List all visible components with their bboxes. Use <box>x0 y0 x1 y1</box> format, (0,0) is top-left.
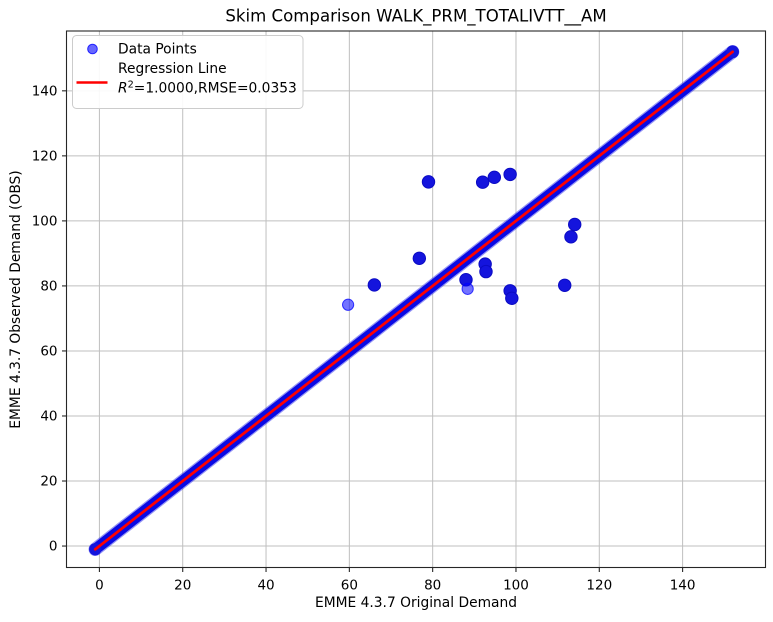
outlier-point <box>505 291 519 305</box>
y-axis-label: EMME 4.3.7 Observed Demand (OBS) <box>8 170 24 428</box>
outlier-point <box>421 175 436 189</box>
outlier-point <box>367 278 382 292</box>
x-axis-label: EMME 4.3.7 Original Demand <box>315 595 517 611</box>
legend-label-regression-line: Regression Line <box>118 61 227 77</box>
axis-ticks: 0 20 40 60 80 100 120 140 0 20 40 60 80 100 120 140 <box>32 84 696 594</box>
outlier-point <box>564 230 578 244</box>
outlier-point <box>479 264 493 279</box>
legend: Data Points Regression Line R2=1.0000,RM… <box>72 35 304 109</box>
x-tick-label: 40 <box>257 578 274 594</box>
outlier-point <box>475 175 490 189</box>
outlier-point <box>412 251 427 265</box>
plot-border <box>65 30 767 569</box>
x-tick-label: 120 <box>586 578 612 594</box>
y-tick-label: 120 <box>32 149 58 165</box>
y-tick-label: 80 <box>40 279 57 295</box>
x-tick-label: 80 <box>424 578 441 594</box>
plot-title: Skim Comparison WALK_PRM_TOTALIVTT__AM <box>225 7 606 27</box>
data-series <box>88 45 740 557</box>
outlier-point <box>487 170 502 185</box>
legend-box <box>72 35 304 109</box>
y-tick-label: 140 <box>32 84 58 100</box>
x-tick-label: 20 <box>174 578 191 594</box>
regression-line <box>93 50 734 551</box>
x-tick-label: 60 <box>341 578 358 594</box>
outlier-point <box>503 167 517 182</box>
outlier-point <box>568 217 582 232</box>
x-tick-label: 140 <box>670 578 696 594</box>
x-tick-label: 100 <box>503 578 529 594</box>
legend-label-r2-rmse: R2=1.0000,RMSE=0.0353 <box>118 80 297 97</box>
legend-marker-data-points-icon <box>87 43 98 55</box>
x-tick-label: 0 <box>95 578 104 594</box>
outlier-point <box>558 278 572 292</box>
y-tick-label: 100 <box>32 214 58 230</box>
legend-label-data-points: Data Points <box>118 42 197 58</box>
y-tick-label: 20 <box>40 474 57 490</box>
y-tick-label: 40 <box>40 409 57 425</box>
y-tick-label: 0 <box>49 539 58 555</box>
outlier-point-faded <box>461 282 474 295</box>
y-tick-label: 60 <box>40 344 57 360</box>
outlier-point-faded <box>341 298 355 311</box>
